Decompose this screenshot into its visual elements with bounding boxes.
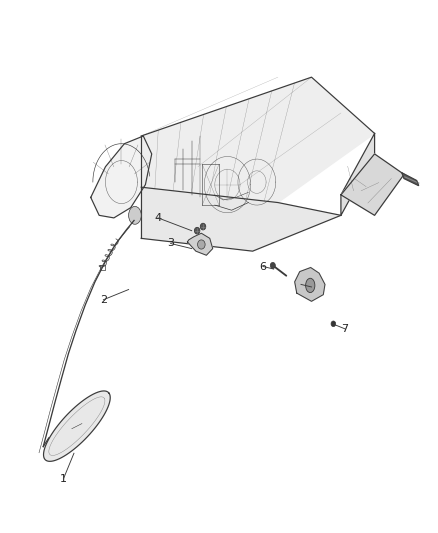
Ellipse shape bbox=[331, 321, 336, 327]
Ellipse shape bbox=[200, 223, 206, 230]
Polygon shape bbox=[402, 173, 419, 185]
Text: 5: 5 bbox=[308, 282, 315, 292]
Text: 4: 4 bbox=[155, 213, 162, 223]
Polygon shape bbox=[295, 268, 325, 301]
Polygon shape bbox=[341, 133, 374, 215]
Polygon shape bbox=[141, 77, 374, 203]
Ellipse shape bbox=[198, 240, 205, 249]
Text: 2: 2 bbox=[100, 295, 107, 305]
Text: 3: 3 bbox=[167, 238, 174, 248]
Polygon shape bbox=[43, 391, 110, 462]
Text: 6: 6 bbox=[260, 262, 267, 271]
Polygon shape bbox=[91, 136, 152, 218]
Text: 7: 7 bbox=[342, 324, 349, 334]
Ellipse shape bbox=[306, 278, 315, 293]
Text: 1: 1 bbox=[60, 474, 67, 484]
Polygon shape bbox=[141, 187, 341, 251]
Ellipse shape bbox=[270, 262, 276, 269]
Polygon shape bbox=[187, 233, 213, 255]
Ellipse shape bbox=[129, 206, 141, 224]
Polygon shape bbox=[341, 154, 404, 215]
Ellipse shape bbox=[194, 228, 200, 234]
